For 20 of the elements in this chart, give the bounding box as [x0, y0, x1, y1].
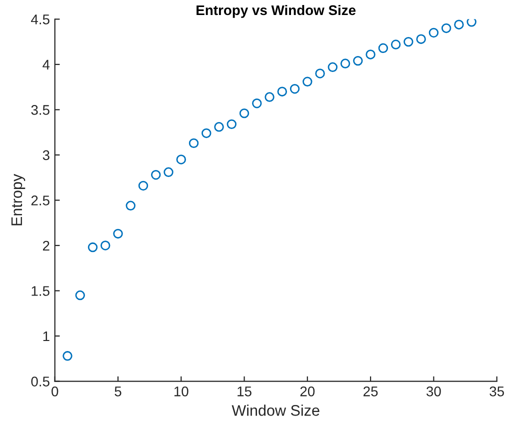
y-tick-label: 0.5: [31, 376, 50, 386]
x-tick-label: 30: [426, 386, 441, 396]
x-axis-title: Window Size: [232, 404, 320, 416]
y-tick-label: 3.5: [31, 105, 50, 115]
chart-title: Entropy vs Window Size: [196, 4, 356, 18]
x-tick-label: 25: [364, 386, 378, 396]
x-tick-label: 0: [52, 386, 58, 396]
y-tick-label: 2.5: [31, 196, 50, 206]
y-axis-title: Entropy: [11, 174, 26, 226]
x-tick-label: 15: [238, 386, 252, 396]
y-tick-label: 4.5: [31, 14, 50, 24]
y-tick-label: 4: [42, 60, 50, 70]
x-tick-label: 10: [174, 386, 188, 396]
y-tick-label: 1: [43, 331, 50, 342]
x-tick-label: 20: [300, 386, 315, 396]
x-tick-label: 5: [114, 386, 122, 396]
y-tick-label: 1.5: [32, 286, 50, 296]
y-tick-label: 3: [42, 150, 50, 160]
y-tick-label: 2: [42, 240, 50, 251]
x-tick-label: 35: [490, 386, 504, 396]
